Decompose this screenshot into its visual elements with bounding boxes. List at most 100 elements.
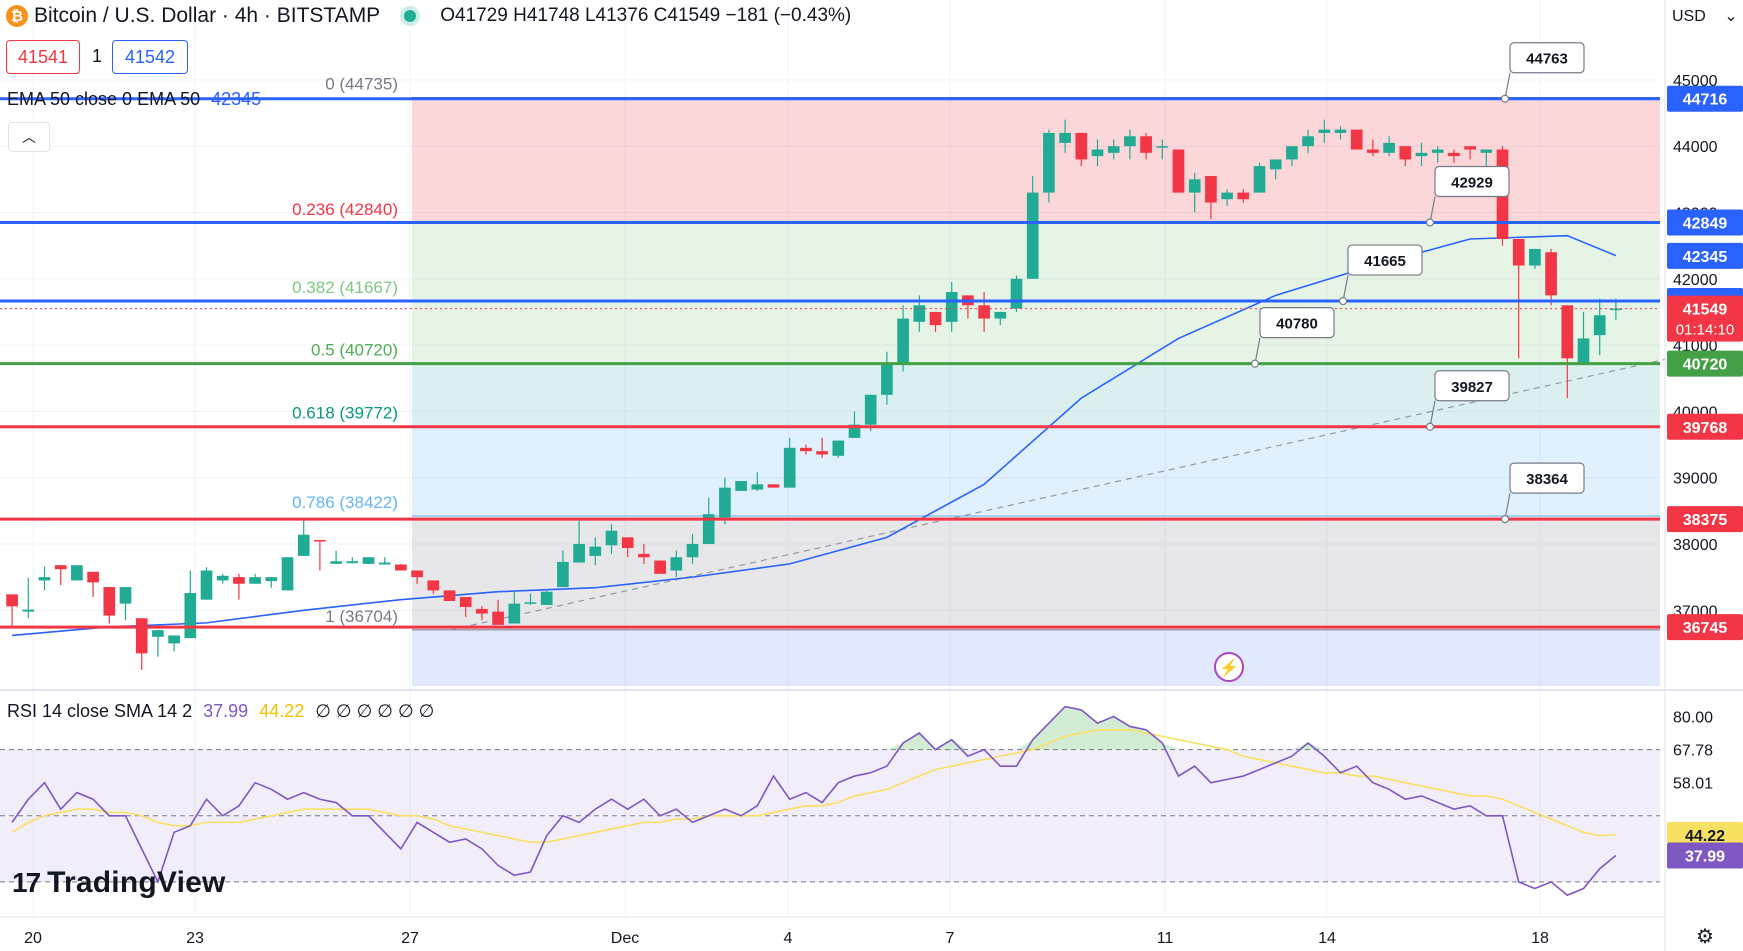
- lightning-glyph: ⚡: [1219, 658, 1239, 677]
- candle-body: [1124, 136, 1136, 147]
- price-tag: [1667, 209, 1743, 236]
- collapse-legend-button[interactable]: ︿: [8, 122, 50, 152]
- candle-body: [638, 553, 650, 558]
- price-tag: [1667, 85, 1743, 112]
- time-tick-label: 4: [784, 930, 793, 947]
- callout-pointer: [1504, 493, 1511, 520]
- candle-body: [783, 447, 796, 488]
- callout-pointer: [1342, 274, 1349, 302]
- candle-body: [540, 591, 553, 605]
- callout-label: 44763: [1526, 51, 1568, 68]
- candle-body: [135, 618, 148, 654]
- candle-body: [994, 311, 1007, 319]
- callout-pointer: [1504, 72, 1511, 99]
- callout-box[interactable]: [1509, 462, 1585, 494]
- candle-body: [913, 305, 926, 322]
- candle-body: [1140, 136, 1152, 153]
- callout-label: 39827: [1451, 379, 1493, 396]
- gear-icon[interactable]: ⚙: [1696, 926, 1714, 948]
- candle-body: [897, 318, 909, 365]
- candle-body: [297, 534, 310, 556]
- candle-body: [378, 562, 391, 565]
- fib-level-label: 0.618 (39772): [292, 403, 398, 422]
- candle-body: [1253, 166, 1266, 193]
- callout-anchor: [1425, 218, 1435, 227]
- callout-anchor: [1338, 296, 1348, 306]
- candle-body: [1221, 192, 1233, 200]
- candle-body: [1610, 308, 1622, 311]
- price-axis[interactable]: [1665, 0, 1743, 951]
- price-tag: [1667, 242, 1743, 269]
- fib-zone: [412, 426, 1660, 516]
- rsi-tick-label: 80.00: [1673, 710, 1713, 727]
- callout-box[interactable]: [1434, 165, 1510, 198]
- sell-price-button[interactable]: 41541: [6, 40, 80, 74]
- candle-body: [249, 577, 261, 584]
- price-tag-label: 42345: [1683, 249, 1728, 266]
- callout-label: 41665: [1364, 253, 1406, 270]
- rsi-line: [11, 705, 1617, 897]
- rsi-tick-label: 37.99: [1685, 848, 1725, 865]
- price-tag-label: 40720: [1683, 357, 1728, 374]
- candle-body: [605, 530, 618, 546]
- candle-body: [1545, 252, 1557, 296]
- callout-box[interactable]: [1347, 244, 1423, 276]
- candle-body: [119, 587, 132, 604]
- candle-body: [1091, 149, 1104, 157]
- candle-body: [346, 561, 359, 564]
- time-tick-label: 20: [24, 930, 42, 947]
- price-tick-label: 38000: [1673, 537, 1718, 554]
- buy-price-button[interactable]: 41542: [112, 40, 188, 74]
- price-tag-label: 36745: [1683, 620, 1728, 637]
- candle-body: [1464, 146, 1476, 150]
- candle-body: [557, 561, 569, 588]
- candle-body: [184, 593, 197, 639]
- candle-body: [670, 557, 683, 571]
- callout-box[interactable]: [1434, 370, 1510, 402]
- price-tag: [1667, 614, 1743, 641]
- fib-level-label: 0 (44735): [325, 74, 398, 93]
- candle-body: [1286, 146, 1298, 160]
- price-tick-label: 44000: [1673, 139, 1718, 156]
- bitcoin-icon: ₿: [6, 5, 28, 27]
- candle-body: [573, 543, 585, 563]
- currency-selector[interactable]: USD ⌄: [1672, 6, 1738, 26]
- price-tag-label: 39768: [1683, 420, 1728, 437]
- candle-body: [1107, 146, 1120, 153]
- time-tick-label: 11: [1157, 930, 1174, 947]
- candle-body: [265, 577, 278, 582]
- rsi-tag: [1667, 842, 1743, 869]
- chevron-down-icon: ⌄: [1724, 8, 1738, 25]
- ema-legend[interactable]: EMA 50 close 0 EMA 50 42345: [7, 89, 261, 110]
- callout-box[interactable]: [1259, 307, 1335, 339]
- candle-body: [87, 571, 99, 583]
- candle-body: [751, 484, 764, 490]
- price-tag-label: 42849: [1683, 215, 1728, 232]
- symbol-title[interactable]: Bitcoin / U.S. Dollar · 4h · BITSTAMP: [34, 4, 381, 27]
- candle-body: [1043, 132, 1055, 193]
- watermark-text: TradingView: [47, 866, 226, 899]
- callout-box[interactable]: [1509, 42, 1585, 74]
- candle-body: [1512, 239, 1525, 266]
- candle-body: [1237, 192, 1250, 200]
- candle-body: [362, 557, 375, 564]
- candle-body: [1350, 129, 1363, 150]
- rsi-tick-label: 44.22: [1685, 828, 1725, 845]
- rsi-sma-legend-value: 44.22: [259, 701, 305, 721]
- callout-anchor: [1500, 515, 1510, 524]
- candle-body: [427, 580, 440, 591]
- fib-level-label: 0.786 (38422): [292, 493, 398, 512]
- fib-level-label: 0.382 (41667): [292, 278, 398, 297]
- price-tag: [1667, 506, 1743, 533]
- lightning-icon[interactable]: [1214, 652, 1244, 682]
- rsi-legend[interactable]: RSI 14 close SMA 14 2 37.99 44.22 ∅ ∅ ∅ …: [7, 701, 434, 722]
- candle-body: [200, 570, 213, 600]
- candle-body: [864, 394, 877, 425]
- callout-anchor: [1425, 422, 1435, 431]
- candle-body: [654, 560, 666, 574]
- candle-body: [719, 487, 731, 518]
- candle-body: [978, 305, 990, 319]
- price-tag: [1667, 295, 1743, 342]
- time-tick-label: 18: [1531, 930, 1549, 947]
